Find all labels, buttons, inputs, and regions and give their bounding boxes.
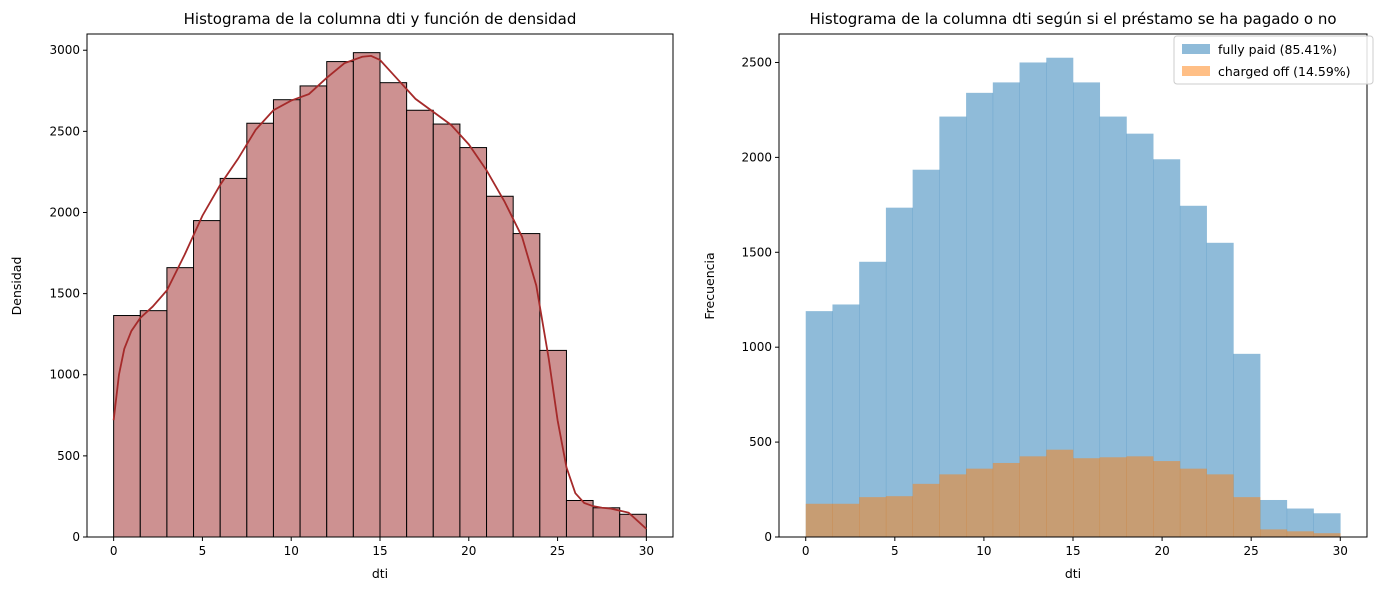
x-tick-label-right: 15 xyxy=(1065,544,1080,558)
histogram-bar xyxy=(326,61,354,538)
legend-swatch-charged-off xyxy=(1182,66,1210,76)
histogram-bar-charged-off xyxy=(805,503,833,537)
histogram-bar-charged-off xyxy=(1019,456,1047,537)
bars-left xyxy=(113,52,647,538)
x-tick-label-left: 25 xyxy=(550,544,565,558)
histogram-bar xyxy=(272,99,301,538)
histogram-bar xyxy=(512,233,541,538)
x-tick-label-left: 30 xyxy=(639,544,654,558)
y-tick-label-left: 3000 xyxy=(49,43,80,57)
histogram-bar-charged-off xyxy=(1233,497,1261,537)
histogram-bar-fully-paid xyxy=(805,311,833,537)
histogram-bar-charged-off xyxy=(966,468,994,537)
histogram-bar xyxy=(246,122,274,538)
y-tick-label-left: 0 xyxy=(72,530,80,544)
histogram-bar-charged-off xyxy=(939,474,967,537)
histogram-bar-charged-off xyxy=(992,462,1020,537)
x-tick-label-left: 5 xyxy=(199,544,207,558)
histogram-by-status-panel: Histograma de la columna dti según si el… xyxy=(702,10,1374,581)
bars-right xyxy=(805,57,1341,538)
histogram-bar-fully-paid xyxy=(912,169,940,537)
y-tick-label-right: 1000 xyxy=(741,340,772,354)
y-tick-label-right: 1500 xyxy=(741,245,772,259)
legend-box xyxy=(1173,35,1374,85)
histogram-bar-charged-off xyxy=(1179,468,1207,537)
histogram-bar xyxy=(432,123,461,538)
y-tick-label-right: 2500 xyxy=(741,55,772,69)
legend-label-charged-off: charged off (14.59%) xyxy=(1218,64,1351,79)
y-tick-label-right: 500 xyxy=(749,435,772,449)
histogram-bar-fully-paid xyxy=(832,304,860,537)
histogram-bar-charged-off xyxy=(912,483,940,537)
histogram-bar-charged-off xyxy=(1313,533,1341,537)
x-tick-label-right: 20 xyxy=(1154,544,1169,558)
histogram-bar-fully-paid xyxy=(966,92,994,538)
x-axis-label-right: dti xyxy=(1065,566,1081,581)
histogram-bar-fully-paid xyxy=(859,261,887,537)
histogram-density-panel: Histograma de la columna dti y función d… xyxy=(9,10,674,581)
histogram-bar-charged-off xyxy=(859,497,887,537)
histogram-bar-charged-off xyxy=(1153,461,1181,537)
y-tick-label-left: 2500 xyxy=(49,124,80,138)
x-tick-label-left: 20 xyxy=(461,544,476,558)
histogram-bar xyxy=(113,315,141,538)
x-tick-label-right: 10 xyxy=(976,544,991,558)
histogram-bar-charged-off xyxy=(1073,458,1101,537)
chart-title-left: Histograma de la columna dti y función d… xyxy=(184,10,577,28)
y-tick-label-left: 500 xyxy=(57,449,80,463)
y-axis-label-left: Densidad xyxy=(9,257,24,316)
histogram-bar-charged-off xyxy=(1126,456,1154,537)
histogram-bar xyxy=(406,109,434,538)
histogram-bar-fully-paid xyxy=(939,116,967,537)
y-tick-label-left: 2000 xyxy=(49,205,80,219)
histogram-bar xyxy=(565,499,594,538)
x-tick-label-right: 30 xyxy=(1333,544,1348,558)
histogram-bar xyxy=(592,507,621,538)
legend: fully paid (85.41%) charged off (14.59%) xyxy=(1173,35,1374,85)
histogram-bar xyxy=(459,147,488,538)
histogram-bar-charged-off xyxy=(832,503,860,537)
histogram-bar-charged-off xyxy=(885,496,913,537)
histogram-bar xyxy=(219,177,248,538)
y-tick-label-right: 2000 xyxy=(741,150,772,164)
histogram-bar-charged-off xyxy=(1046,449,1074,537)
histogram-bar xyxy=(166,267,195,538)
legend-swatch-fully-paid xyxy=(1182,44,1210,54)
x-tick-label-right: 5 xyxy=(891,544,899,558)
y-tick-label-left: 1000 xyxy=(49,368,80,382)
histogram-bar-charged-off xyxy=(1206,474,1234,537)
x-tick-label-right: 0 xyxy=(802,544,810,558)
histogram-bar-fully-paid xyxy=(885,207,913,537)
ticks-right: 0 5 10 15 20 25 30 0 500 1000 1500 2000 2500 xyxy=(741,55,1347,558)
histogram-bar xyxy=(486,195,514,538)
histogram-bar xyxy=(352,52,381,538)
legend-label-fully-paid: fully paid (85.41%) xyxy=(1218,42,1337,57)
x-tick-label-left: 0 xyxy=(110,544,118,558)
histogram-bar-fully-paid xyxy=(992,82,1020,537)
x-tick-label-left: 15 xyxy=(372,544,387,558)
y-tick-label-left: 1500 xyxy=(49,287,80,301)
ticks-left: 0 5 10 15 20 25 30 0 500 1000 1500 2000 2500 3000 xyxy=(49,43,654,558)
x-axis-label-left: dti xyxy=(372,566,388,581)
histogram-bar-charged-off xyxy=(1260,529,1288,537)
histogram-bar xyxy=(299,85,328,538)
histogram-bar-fully-paid xyxy=(1313,513,1341,537)
histogram-bar-charged-off xyxy=(1286,531,1314,537)
x-tick-label-right: 25 xyxy=(1244,544,1259,558)
histogram-bar xyxy=(193,220,221,538)
x-tick-label-left: 10 xyxy=(284,544,299,558)
histogram-bar-charged-off xyxy=(1099,457,1127,537)
chart-title-right: Histograma de la columna dti según si el… xyxy=(809,10,1336,28)
y-axis-label-right: Frecuencia xyxy=(702,252,717,319)
histogram-bar xyxy=(139,310,168,538)
density-curve xyxy=(112,54,647,530)
y-tick-label-right: 0 xyxy=(764,530,772,544)
histogram-bar xyxy=(379,82,408,538)
